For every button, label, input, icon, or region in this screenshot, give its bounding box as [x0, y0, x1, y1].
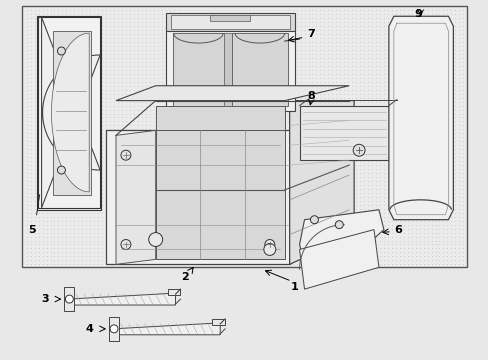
- Polygon shape: [116, 86, 348, 100]
- Polygon shape: [210, 15, 249, 21]
- Polygon shape: [170, 15, 289, 29]
- Polygon shape: [68, 293, 175, 305]
- Polygon shape: [155, 105, 284, 130]
- Circle shape: [352, 144, 365, 156]
- Polygon shape: [106, 130, 289, 264]
- Polygon shape: [64, 287, 74, 311]
- Polygon shape: [37, 16, 101, 210]
- Polygon shape: [167, 289, 180, 295]
- Polygon shape: [388, 16, 452, 220]
- Circle shape: [264, 239, 274, 249]
- Circle shape: [65, 295, 73, 303]
- Circle shape: [57, 47, 65, 55]
- Circle shape: [121, 239, 131, 249]
- Circle shape: [110, 325, 118, 333]
- Text: 7: 7: [307, 29, 315, 39]
- Circle shape: [335, 221, 343, 229]
- Polygon shape: [109, 317, 119, 341]
- Polygon shape: [155, 130, 284, 260]
- Circle shape: [148, 233, 163, 247]
- Polygon shape: [41, 17, 100, 208]
- Polygon shape: [53, 31, 91, 195]
- Text: 8: 8: [307, 91, 315, 101]
- Text: 3: 3: [41, 294, 48, 304]
- Text: 9: 9: [414, 9, 422, 19]
- Polygon shape: [299, 105, 388, 160]
- Circle shape: [121, 150, 131, 160]
- Text: 6: 6: [393, 225, 401, 235]
- Circle shape: [264, 243, 275, 255]
- Polygon shape: [113, 323, 220, 335]
- Polygon shape: [165, 31, 294, 111]
- Polygon shape: [232, 33, 287, 105]
- Polygon shape: [116, 130, 155, 264]
- Text: 5: 5: [28, 225, 36, 235]
- Polygon shape: [172, 33, 224, 105]
- Text: 1: 1: [290, 282, 298, 292]
- Polygon shape: [212, 319, 224, 325]
- Polygon shape: [38, 17, 100, 208]
- Polygon shape: [51, 33, 89, 192]
- Circle shape: [57, 166, 65, 174]
- Polygon shape: [224, 33, 232, 105]
- Bar: [21, 6, 467, 267]
- Text: 4: 4: [85, 324, 93, 334]
- Polygon shape: [165, 13, 294, 31]
- Polygon shape: [299, 230, 378, 289]
- Polygon shape: [289, 100, 353, 264]
- Circle shape: [310, 216, 318, 224]
- Polygon shape: [299, 210, 383, 269]
- Text: 2: 2: [181, 272, 189, 282]
